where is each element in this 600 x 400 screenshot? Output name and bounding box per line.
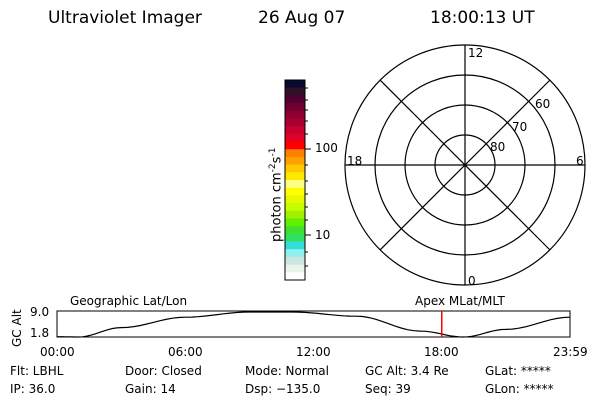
colorbar-band [285,256,305,266]
colorbar-band [285,80,305,89]
plot-frame [56,310,571,338]
x-tick-1200: 12:00 [296,345,331,359]
lat-label-60: 60 [535,97,551,111]
colorbar-tick-10: 10 [315,228,331,242]
mlt-label-12: 12 [468,46,484,60]
colorbar [284,79,311,281]
unit-text: photon cm [269,172,285,242]
colorbar-band [285,110,305,119]
mlt-label-0: 0 [468,274,476,288]
date-label: 26 Aug 07 [258,8,346,28]
lat-label-70: 70 [512,120,528,134]
colorbar-band [285,149,305,158]
colorbar-band [285,156,305,166]
colorbar-band [285,95,305,104]
colorbar-band [285,164,305,173]
mode-status: Mode: Normal [245,364,329,378]
colorbar-frame [284,79,306,281]
colorbar-band [285,126,305,135]
diagonal-2 [379,79,551,251]
altitude-plot [56,310,571,338]
x-tick-1800: 18:00 [424,345,459,359]
colorbar-band [285,195,305,204]
geographic-title: Geographic Lat/Lon [70,294,188,308]
y-tick-9: 9.0 [30,305,50,319]
colorbar-band [285,210,305,219]
colorbar-band [285,264,305,273]
colorbar-band [285,241,305,250]
colorbar-band [285,172,305,181]
unit-exp2: -1 [268,147,278,157]
y-tick-1-8: 1.8 [30,326,50,340]
gc-alt-status: GC Alt: 3.4 Re [365,364,449,378]
lat-label-80: 80 [490,140,506,154]
colorbar-band [285,187,305,196]
mlt-label-6: 6 [576,154,584,168]
colorbar-band [285,141,305,150]
polar-grid [344,44,586,286]
filter-status: Flt: LBHL [10,364,64,378]
unit-s: s [269,156,285,164]
altitude-curve [57,311,571,338]
dsp-status: Dsp: −135.0 [245,382,321,396]
x-tick-2359: 23:59 [553,345,588,359]
colorbar-band [285,203,305,212]
unit-exp1: -2 [268,163,278,173]
gain-status: Gain: 14 [125,382,176,396]
door-status: Door: Closed [125,364,202,378]
colorbar-band [285,233,305,243]
seq-status: Seq: 39 [365,382,411,396]
glat-status: GLat: ***** [485,364,551,378]
apex-title: Apex MLat/MLT [415,294,505,308]
colorbar-band [285,218,305,227]
colorbar-band [285,87,305,96]
colorbar-band [285,249,305,258]
colorbar-band [285,133,305,143]
colorbar-band [285,180,305,189]
colorbar-tick-100: 100 [315,141,338,155]
colorbar-band [285,103,305,112]
colorbar-band [285,118,305,127]
colorbar-band [285,272,305,281]
colorbar-band [285,226,305,235]
glon-status: GLon: ***** [485,382,554,396]
time-label: 18:00:13 UT [430,8,535,28]
y-axis-label: GC Alt [10,309,24,347]
x-tick-0000: 00:00 [40,345,75,359]
mlt-label-18: 18 [347,154,363,168]
ip-status: IP: 36.0 [10,382,56,396]
colorbar-label: photon cm-2s-1 [268,148,284,242]
x-tick-0600: 06:00 [168,345,203,359]
instrument-title: Ultraviolet Imager [48,8,202,28]
